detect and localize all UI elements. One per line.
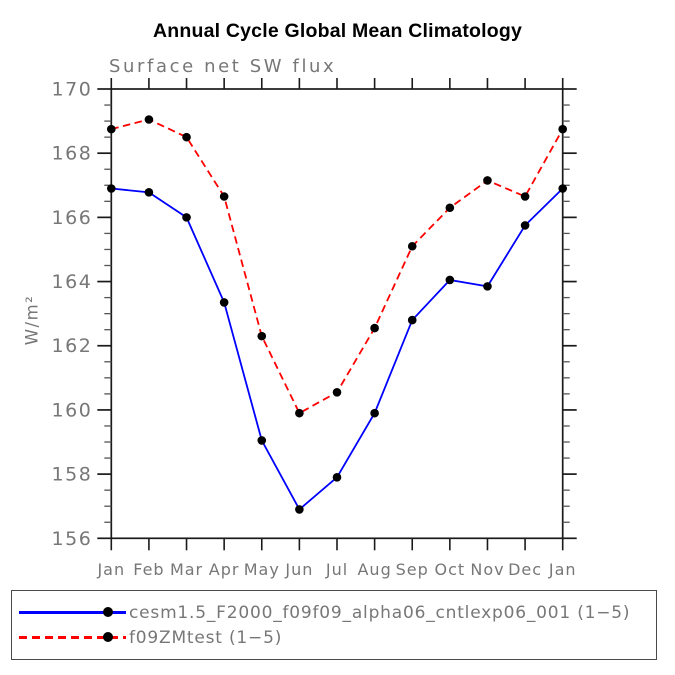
data-point-marker — [295, 408, 304, 418]
y-tick-label: 170 — [52, 79, 93, 101]
data-point-marker — [407, 241, 417, 251]
legend-line-sample — [19, 632, 126, 643]
x-tick-label: Jun — [284, 560, 313, 579]
data-point-marker — [370, 408, 379, 418]
data-point-marker — [332, 387, 342, 397]
data-point-marker — [257, 331, 267, 341]
data-point-marker — [257, 436, 267, 445]
x-tick-label: Feb — [133, 560, 164, 579]
data-point-marker — [558, 184, 567, 193]
x-tick-label: Mar — [170, 560, 203, 579]
data-point-marker — [483, 282, 492, 291]
data-point-marker — [558, 124, 567, 134]
y-tick-label: 166 — [52, 207, 93, 229]
data-point-marker — [182, 132, 191, 142]
x-tick-label: Oct — [435, 560, 466, 579]
data-point-marker — [520, 221, 530, 230]
legend-item-label: cesm1.5_F2000_f09f09_alpha06_cntlexp06_0… — [129, 602, 631, 623]
plot-frame — [110, 88, 564, 540]
legend-item-label: f09ZMtest (1−5) — [129, 627, 283, 648]
data-point-marker — [107, 124, 116, 134]
y-tick-label: 162 — [52, 335, 93, 357]
legend-marker-dot — [103, 607, 113, 618]
y-tick-label: 160 — [52, 399, 93, 421]
x-tick-label: Jan — [96, 560, 125, 579]
data-point-marker — [483, 176, 492, 185]
legend-item-row: cesm1.5_F2000_f09f09_alpha06_cntlexp06_0… — [12, 600, 656, 625]
data-point-marker — [370, 323, 379, 333]
legend-box: cesm1.5_F2000_f09f09_alpha06_cntlexp06_0… — [11, 590, 657, 660]
x-tick-label: May — [244, 560, 280, 579]
data-point-marker — [445, 203, 455, 213]
data-point-marker — [295, 505, 304, 514]
data-point-marker — [144, 115, 154, 124]
data-point-marker — [407, 315, 417, 325]
x-tick-label: Jul — [325, 560, 348, 579]
x-tick-label: Nov — [470, 560, 504, 579]
y-tick-label: 158 — [52, 464, 93, 486]
x-tick-label: Aug — [357, 560, 391, 579]
chart-title: Annual Cycle Global Mean Climatology — [152, 20, 523, 42]
data-point-marker — [144, 188, 154, 197]
x-tick-label: Apr — [209, 560, 240, 579]
legend-item-row: f09ZMtest (1−5) — [12, 625, 656, 650]
x-tick-label: Jan — [548, 560, 577, 579]
data-point-marker — [219, 192, 229, 201]
data-point-marker — [107, 184, 116, 193]
y-tick-label: 168 — [52, 143, 93, 165]
y-tick-label: 164 — [52, 271, 93, 293]
x-tick-label: Dec — [508, 560, 542, 579]
data-point-marker — [445, 275, 455, 285]
data-point-marker — [182, 213, 191, 222]
y-tick-label: 156 — [52, 528, 93, 550]
data-point-marker — [219, 298, 229, 307]
data-point-marker — [520, 192, 530, 201]
chart-subtitle: Surface net SW flux — [109, 56, 337, 77]
legend-marker-dot — [103, 632, 113, 643]
x-tick-label: Sep — [396, 560, 429, 579]
series-line-1 — [111, 118, 564, 415]
legend-line-sample — [19, 607, 126, 618]
series-line-0 — [111, 187, 564, 511]
data-point-marker — [332, 473, 342, 482]
